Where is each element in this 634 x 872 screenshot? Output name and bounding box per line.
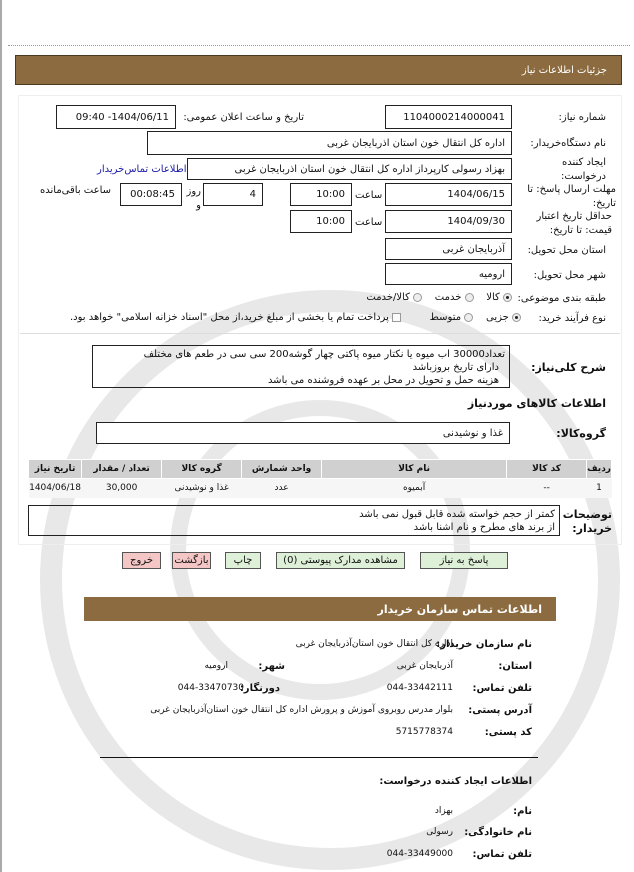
postal-label: کد پستی:: [484, 727, 532, 738]
treasury-payment-checkbox[interactable]: [392, 312, 402, 322]
org-label: نام سازمان خریدار:: [436, 639, 532, 650]
days-label: روز و: [186, 186, 202, 211]
contact-header: اطلاعات تماس سازمان خریدار: [84, 597, 556, 621]
days-field: 4: [203, 183, 263, 206]
category-radio-service[interactable]: [464, 292, 474, 302]
phone-label: تلفن تماس:: [472, 683, 532, 694]
validity-time-label: ساعت: [355, 217, 383, 228]
process-radio-group: جزیی متوسط پرداخت تمام یا بخشی از مبلغ خ…: [70, 312, 521, 323]
deadline-label: مهلت ارسال پاسخ: تا تاریخ:: [527, 184, 616, 209]
attachments-button[interactable]: مشاهده مدارک پیوستی (0): [276, 552, 405, 569]
col-qty: تعداد / مقدار: [81, 459, 163, 479]
col-unit: واحد شمارش: [241, 459, 323, 479]
city-contact-value: ارومیه: [204, 661, 228, 671]
fax-label: دورنگار:: [239, 683, 280, 694]
description-line: هزینه حمل و تحویل در محل بر عهده فروشنده…: [267, 375, 499, 386]
buyer-notes-box: کمتر از حجم خواسته شده قابل قبول نمی باش…: [28, 505, 560, 536]
buyer-contact-link[interactable]: اطلاعات تماس‌خریدار: [97, 164, 187, 175]
cell-qty: 30,000: [81, 478, 162, 498]
dotted-divider: [8, 45, 630, 46]
col-code: کد کالا: [506, 459, 588, 479]
address-label: آدرس پستی:: [468, 705, 532, 716]
deadline-time-label: ساعت: [355, 190, 383, 201]
reply-button[interactable]: پاسخ به نیاز: [420, 552, 508, 569]
deadline-date-field: 1404/06/15: [385, 183, 512, 206]
col-group: گروه کالا: [161, 459, 243, 479]
process-label: نوع فرآیند خرید:: [538, 313, 607, 324]
col-date: تاریخ نیاز: [27, 459, 83, 479]
buyer-label: نام دستگاه‌خریدار:: [530, 138, 606, 149]
postal-value: 5715778374: [395, 727, 453, 737]
notes-line: از برند های مطرح و نام اشنا باشد: [413, 522, 555, 533]
province-contact-value: آذربایجان غربی: [396, 661, 453, 671]
page-header: جزئیات اطلاعات نیاز: [15, 55, 622, 85]
process-radio-medium[interactable]: [464, 312, 474, 322]
org-value: اداره کل انتقال خون استان‌آذربایجان غربی: [295, 639, 453, 649]
province-contact-label: استان:: [498, 661, 532, 672]
creator-field: بهزاد رسولی کارپرداز اداره کل انتقال خون…: [187, 158, 512, 180]
remaining-label: ساعت باقی‌مانده: [40, 185, 112, 196]
back-button[interactable]: بازگشت: [172, 552, 211, 569]
contact-title: اطلاعات تماس سازمان خریدار: [377, 602, 542, 616]
goods-section-title: اطلاعات کالاهای موردنیاز: [467, 397, 606, 410]
validity-label: حداقل تاریخ اعتبار قیمت: تا تاریخ:: [536, 211, 612, 236]
cell-name: آبمیوه: [321, 478, 507, 498]
validity-date-field: 1404/09/30: [385, 210, 512, 233]
creator-label: ایجاد کننده درخواست:: [561, 157, 606, 182]
family-label: نام خانوادگی:: [464, 827, 532, 838]
description-line: تعداد30000 اب میوه یا نکتار میوه پاکتی چ…: [143, 349, 505, 360]
cell-group: غذا و نوشیدنی: [161, 478, 242, 498]
cell-row: 1: [586, 478, 612, 498]
creator-info-title: اطلاعات ایجاد کننده درخواست:: [379, 776, 532, 787]
need-number-field: 1104000214000041: [385, 105, 512, 129]
goods-group-label: گروه‌کالا:: [556, 427, 606, 440]
category-label: طبقه بندی موضوعی:: [517, 293, 606, 304]
city-label: شهر محل تحویل:: [533, 270, 606, 281]
description-box: تعداد30000 اب میوه یا نکتار میوه پاکتی چ…: [92, 345, 510, 388]
table-header-row: ردیف کد کالا نام کالا واحد شمارش گروه کا…: [27, 459, 612, 479]
name-value: بهزاد: [434, 806, 453, 816]
goods-table: ردیف کد کالا نام کالا واحد شمارش گروه کا…: [27, 459, 612, 498]
category-radio-goods[interactable]: [503, 292, 512, 302]
left-edge: [0, 0, 2, 872]
creator-phone-label: تلفن تماس:: [472, 849, 532, 860]
process-radio-partial[interactable]: [512, 312, 521, 322]
category-radio-group: کالا خدمت کالا/خدمت: [366, 292, 512, 303]
col-name: نام کالا: [321, 459, 508, 479]
province-label: استان محل تحویل:: [527, 245, 606, 256]
col-row: ردیف: [586, 459, 612, 479]
cell-unit: عدد: [241, 478, 322, 498]
table-row: 1 -- آبمیوه عدد غذا و نوشیدنی 30,000 140…: [28, 478, 612, 498]
description-line: دارای تاریخ بروزباشد: [412, 362, 499, 373]
phone-value: 044-33442111: [386, 683, 453, 693]
contact-divider: [100, 757, 538, 758]
print-button[interactable]: چاپ: [225, 552, 261, 569]
exit-button[interactable]: خروج: [122, 552, 161, 569]
province-field: آذربایجان غربی: [385, 238, 512, 260]
deadline-time-field: 10:00: [290, 183, 352, 206]
address-value: بلوار مدرس روبروی آموزش و پرورش اداره کل…: [150, 705, 453, 715]
need-number-label: شماره نیاز:: [558, 112, 607, 123]
fax-value: 044-33470730: [177, 683, 244, 693]
cell-date: 1404/06/18: [28, 478, 82, 498]
buyer-notes-label: توضیحات خریدار:: [562, 508, 612, 535]
city-contact-label: شهر:: [258, 661, 285, 672]
validity-time-field: 10:00: [290, 210, 352, 233]
page-title: جزئیات اطلاعات نیاز: [521, 64, 607, 76]
remaining-time-field: 00:08:45: [120, 183, 182, 206]
city-field: ارومیه: [385, 263, 512, 285]
creator-phone-value: 044-33449000: [386, 849, 453, 859]
name-label: نام:: [513, 806, 532, 817]
description-label: شرح کلی‌نیاز:: [531, 361, 606, 374]
section-divider: [20, 333, 620, 334]
announce-label: تاریخ و ساعت اعلان عمومی:: [183, 112, 304, 123]
notes-line: کمتر از حجم خواسته شده قابل قبول نمی باش…: [359, 509, 555, 520]
goods-group-field: غذا و نوشیدنی: [96, 422, 510, 444]
family-value: رسولی: [426, 827, 453, 837]
buyer-field: اداره کل انتقال خون استان اذربایجان غربی: [147, 131, 512, 155]
category-radio-both[interactable]: [413, 292, 423, 302]
announce-field: 1404/06/11- 09:40: [56, 105, 176, 129]
form-panel: [18, 95, 622, 545]
cell-code: --: [506, 478, 587, 498]
